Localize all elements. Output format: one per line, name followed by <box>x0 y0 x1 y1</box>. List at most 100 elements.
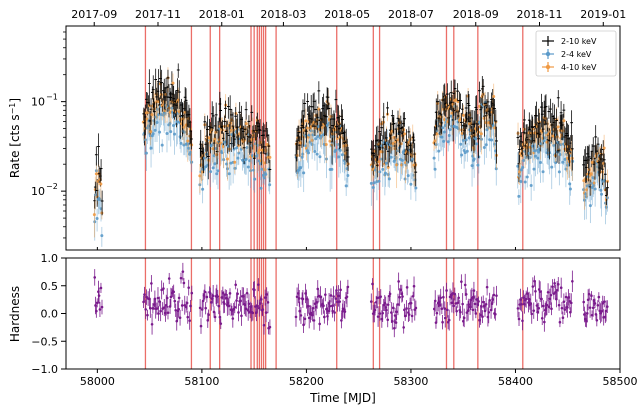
hardness-point <box>446 320 450 324</box>
hardness-point <box>461 302 464 306</box>
hardness-point <box>596 303 600 307</box>
hardness-point <box>330 304 334 308</box>
hardness-point <box>264 311 268 314</box>
top-date-label: 2018-05 <box>324 8 370 21</box>
hardness-point <box>97 294 101 297</box>
hardness-point <box>319 295 322 299</box>
rate-point-2-4 <box>165 132 169 136</box>
hardness-point <box>571 280 574 283</box>
hardness-point <box>537 306 541 310</box>
rate-point-2-4 <box>568 187 572 191</box>
rate-point-2-4 <box>600 192 604 196</box>
top-date-label: 2017-09 <box>71 8 117 21</box>
rate-point-2-4 <box>160 143 164 147</box>
rate-point-4-10 <box>233 160 237 164</box>
hardness-point <box>546 290 550 294</box>
rate-point-2-4 <box>409 182 413 186</box>
hardness-point <box>541 304 545 308</box>
rate-point-2-4 <box>155 121 159 125</box>
hardness-point <box>471 308 475 312</box>
hardness-point <box>582 300 586 304</box>
hardness-point <box>261 308 265 311</box>
hardness-point <box>442 295 445 299</box>
rate-point-2-4 <box>377 179 381 183</box>
rate-point-4-10 <box>94 172 98 176</box>
top-date-label: 2018-11 <box>517 8 563 21</box>
x-tick-label: 58100 <box>184 375 219 388</box>
hardness-point <box>155 307 159 310</box>
rate-point-4-10 <box>92 213 96 217</box>
hardness-point <box>478 318 481 322</box>
hardness-point <box>440 307 444 310</box>
rate-y-tick-label: 10 <box>31 185 45 198</box>
hardness-point <box>335 289 338 292</box>
hardness-point <box>328 304 332 308</box>
hardness-point <box>257 283 260 286</box>
rate-point-2-4 <box>201 187 205 191</box>
hardness-point <box>95 309 98 313</box>
hardness-point <box>203 290 207 294</box>
hardness-point <box>553 282 556 285</box>
hardness-point <box>459 310 462 314</box>
rate-point-2-4 <box>253 177 257 181</box>
hardness-point <box>567 296 570 299</box>
hardness-point <box>329 294 333 297</box>
x-axis-label: Time [MJD] <box>309 391 376 405</box>
hardness-point <box>435 311 439 315</box>
rate-point-2-4 <box>220 151 224 155</box>
hardness-point <box>199 324 203 328</box>
hardness-point <box>405 286 409 289</box>
hardness-point <box>606 305 609 308</box>
rate-point-4-10 <box>602 161 606 165</box>
hardness-point <box>217 304 221 308</box>
rate-point-2-4 <box>490 138 494 142</box>
rate-point-4-10 <box>154 92 158 96</box>
hardness-point <box>173 299 177 303</box>
hardness-point <box>236 292 239 296</box>
rate-point-2-4 <box>519 180 523 184</box>
rate-point-2-4 <box>169 130 173 134</box>
hardness-point <box>182 281 186 285</box>
hardness-point <box>325 307 328 311</box>
hardness-point <box>552 292 556 295</box>
hardness-point <box>401 295 404 298</box>
hardness-point <box>309 311 313 315</box>
hardness-point <box>477 300 480 303</box>
top-date-label: 2018-01 <box>199 8 245 21</box>
hardness-point <box>177 307 180 311</box>
hardness-point <box>563 308 567 311</box>
hardness-point <box>403 308 406 312</box>
hardness-point <box>409 301 413 305</box>
hardness-point <box>178 316 182 320</box>
rate-point-4-10 <box>556 125 560 129</box>
hardness-point <box>338 300 342 303</box>
hardness-point <box>151 307 155 310</box>
rate-point-2-4 <box>227 172 231 176</box>
hardness-point <box>407 313 411 316</box>
hardness-point <box>588 306 592 309</box>
hardness-point <box>597 295 601 299</box>
hardness-point <box>488 298 491 302</box>
rate-point-2-4 <box>441 126 445 130</box>
rate-point-4-10 <box>386 165 390 169</box>
hardness-point <box>467 303 471 306</box>
hardness-point <box>545 303 549 307</box>
top-date-label: 2018-07 <box>388 8 434 21</box>
data-layer <box>92 63 609 338</box>
hardness-point <box>517 317 521 321</box>
hardness-point <box>452 304 456 308</box>
hardness-point <box>204 306 207 310</box>
hardness-point <box>559 286 563 290</box>
rate-point-4-10 <box>304 119 308 123</box>
hardness-point <box>386 318 390 322</box>
hardness-point <box>397 280 400 283</box>
rate-point-2-4 <box>330 167 334 171</box>
hardness-point <box>150 282 153 285</box>
rate-point-2-4 <box>593 187 597 191</box>
hardness-point <box>463 283 467 287</box>
hardness-point <box>543 320 546 324</box>
hardness-point <box>183 303 187 307</box>
legend-label-4-10: 4-10 keV <box>561 63 597 72</box>
hardness-point <box>323 315 326 319</box>
rate-point-2-4 <box>475 142 479 146</box>
